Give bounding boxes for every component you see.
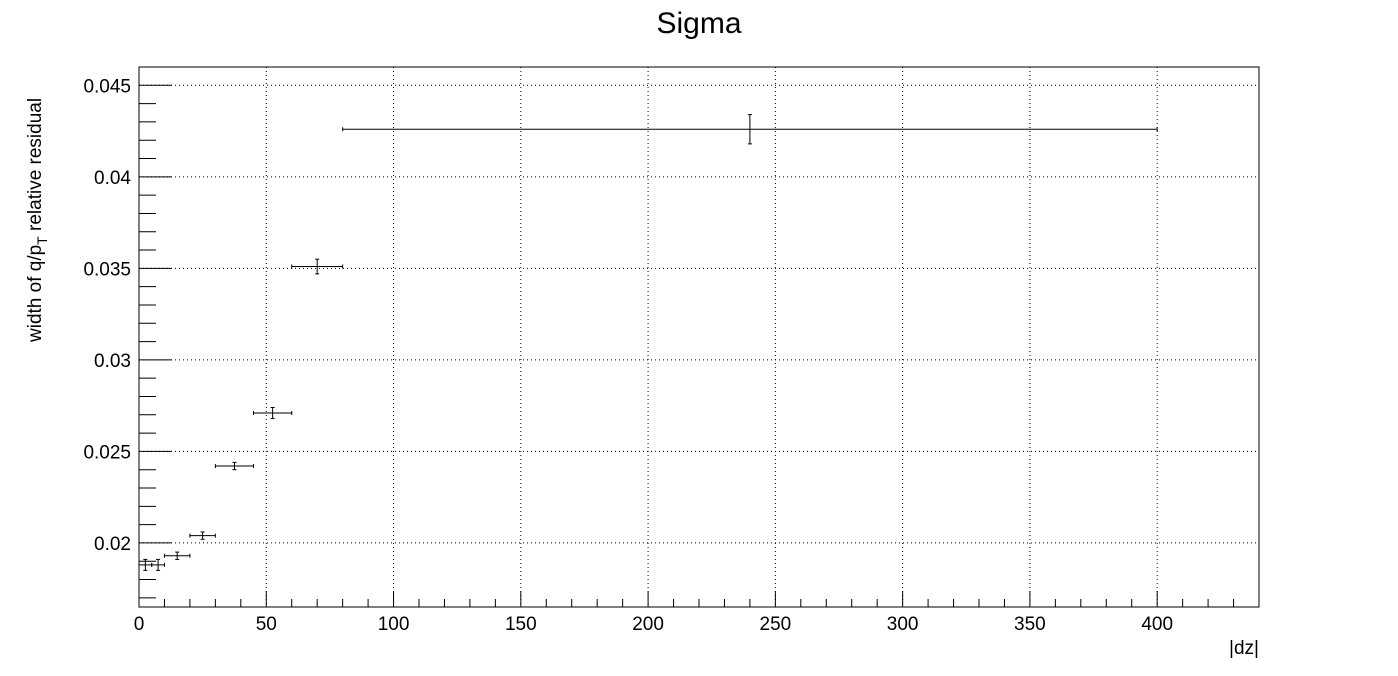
y-tick-label: 0.02 [94,534,131,555]
x-tick-label: 200 [632,614,664,635]
x-axis-label: |dz| [1229,638,1259,659]
data-point [214,461,255,471]
data-point [151,558,165,571]
y-axis-label-prefix: width of q/p [25,245,46,343]
x-tick-label: 400 [1141,614,1173,635]
y-tick-label: 0.035 [83,259,131,280]
y-axis-label: width of q/pT relative residual [25,98,50,343]
data-point [189,531,216,540]
grid [139,67,1259,607]
data-points [138,114,1158,571]
data-point [163,551,191,560]
y-axis-label-suffix: relative residual [25,98,46,236]
data-point [253,406,293,419]
x-tick-labels: 0 50 100 150 200 250 300 350 400 [134,614,1173,635]
x-tick-label: 100 [378,614,410,635]
axis-ticks [138,66,1260,607]
x-tick-label: 50 [256,614,277,635]
y-tick-label: 0.025 [83,442,131,463]
plot-frame-rect [138,66,1260,608]
y-tick-label: 0.045 [83,76,131,97]
y-tick-label: 0.04 [94,168,131,189]
data-point [291,258,344,275]
y-tick-label: 0.03 [94,351,131,372]
plot-frame [138,66,1260,608]
x-tick-label: 250 [760,614,792,635]
x-tick-label: 300 [887,614,919,635]
x-tick-label: 0 [134,614,145,635]
chart-title: Sigma [656,7,741,40]
x-tick-label: 350 [1014,614,1046,635]
y-tick-labels: 0.02 0.025 0.03 0.035 0.04 0.045 [83,76,131,555]
data-point [342,114,1158,145]
x-tick-label: 150 [505,614,537,635]
y-axis-label-subscript: T [34,236,50,245]
